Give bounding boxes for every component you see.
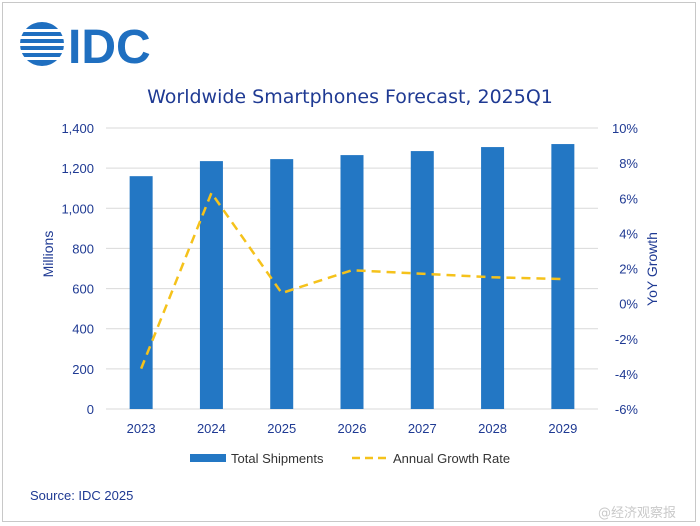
x-tick-label: 2025 (267, 421, 296, 436)
legend-swatch-shipments (190, 454, 226, 462)
chart-title: Worldwide Smartphones Forecast, 2025Q1 (147, 86, 553, 108)
bar-2024 (199, 161, 223, 409)
legend: Total Shipments Annual Growth Rate (190, 451, 510, 466)
x-axis-ticks: 2023 2024 2025 2026 2027 2028 2029 (127, 421, 578, 436)
y-tick-label: 800 (72, 241, 94, 256)
right-axis-ticks: -6% -4% -2% 0% 2% 4% 6% 8% 10% (612, 121, 638, 417)
x-tick-label: 2026 (338, 421, 367, 436)
y-tick-label: 400 (72, 322, 94, 337)
y2-tick-label: 2% (619, 262, 638, 277)
y-tick-label: 1,000 (61, 201, 94, 216)
source-note: Source: IDC 2025 (30, 488, 134, 503)
legend-label-growth: Annual Growth Rate (393, 451, 510, 466)
y-tick-label: 1,400 (61, 121, 94, 136)
y2-tick-label: -6% (615, 402, 639, 417)
growth-line (139, 190, 563, 370)
legend-label-shipments: Total Shipments (231, 451, 324, 466)
x-tick-label: 2029 (548, 421, 577, 436)
left-axis-ticks: 0 200 400 600 800 1,000 1,200 1,400 (61, 121, 94, 417)
y-tick-label: 0 (87, 402, 94, 417)
y2-axis-label: YoY Growth (644, 232, 660, 306)
x-tick-label: 2028 (478, 421, 507, 436)
bar-2026 (340, 155, 364, 409)
idc-logo: IDC (18, 21, 151, 70)
y2-tick-label: -2% (615, 332, 639, 347)
y2-tick-label: 8% (619, 156, 638, 171)
y2-tick-label: 0% (619, 297, 638, 312)
watermark: @经济观察报 (598, 506, 677, 521)
y2-tick-label: 10% (612, 121, 638, 136)
x-tick-label: 2023 (127, 421, 156, 436)
bar-2023 (129, 176, 153, 409)
logo-text: IDC (68, 21, 151, 70)
bar-2029 (551, 144, 575, 410)
y2-tick-label: 4% (619, 226, 638, 241)
y-tick-label: 200 (72, 362, 94, 377)
x-tick-label: 2024 (197, 421, 226, 436)
bar-2027 (410, 151, 434, 409)
y-axis-label: Millions (40, 231, 56, 278)
globe-icon (18, 22, 66, 66)
y-tick-label: 600 (72, 282, 94, 297)
bar-2025 (270, 159, 294, 409)
y2-tick-label: -4% (615, 367, 639, 382)
y2-tick-label: 6% (619, 191, 638, 206)
y-tick-label: 1,200 (61, 161, 94, 176)
x-tick-label: 2027 (408, 421, 437, 436)
